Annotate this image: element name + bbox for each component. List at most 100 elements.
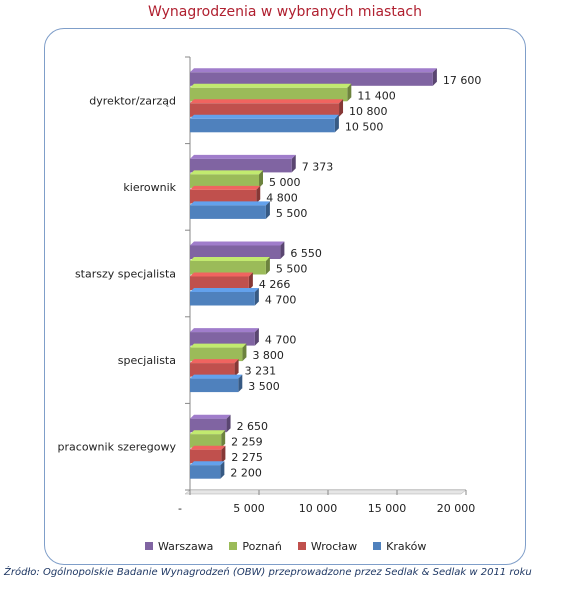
data-label: 3 231 — [245, 365, 277, 378]
bar — [190, 276, 249, 290]
category-label: pracownik szeregowy — [58, 441, 177, 454]
bar-top-face — [190, 343, 247, 348]
chart-frame — [44, 28, 526, 565]
x-tick-label: - — [178, 502, 182, 515]
bar-top-face — [190, 272, 253, 277]
bar-side-face — [254, 288, 259, 306]
legend-label: Wrocław — [310, 539, 358, 553]
category-label: starszy specjalista — [75, 268, 176, 281]
data-label: 5 000 — [269, 176, 301, 189]
bar-side-face — [242, 343, 247, 362]
bar-top-face — [190, 83, 352, 88]
bar — [190, 103, 340, 117]
bar — [190, 72, 433, 86]
legend-item: Poznań — [229, 539, 282, 553]
category-label: specjalista — [118, 354, 176, 367]
bar — [190, 118, 335, 133]
data-label: 6 550 — [290, 247, 322, 260]
data-label: 7 373 — [302, 160, 334, 173]
data-label: 5 500 — [276, 263, 308, 276]
bar — [190, 158, 292, 173]
bar-top-face — [190, 461, 225, 466]
axis-floor — [184, 489, 467, 495]
data-label: 17 600 — [443, 74, 482, 87]
category-label: kierownik — [123, 181, 176, 194]
bar — [190, 363, 235, 377]
bar — [190, 87, 348, 102]
bar-side-face — [226, 414, 231, 433]
bar — [190, 418, 227, 433]
legend-swatch — [229, 542, 238, 550]
data-label: 2 650 — [237, 420, 269, 433]
bar-top-face — [190, 257, 270, 261]
bar — [190, 174, 259, 188]
bar — [190, 449, 222, 464]
bar — [190, 378, 239, 393]
bar-top-face — [190, 201, 270, 206]
chart-bars — [190, 68, 437, 479]
bar — [190, 261, 266, 275]
data-label: 3 500 — [248, 380, 279, 393]
chart-legend: Warszawa Poznań Wrocław Kraków — [145, 538, 426, 554]
bar-side-face — [254, 328, 259, 346]
bar-side-face — [265, 201, 270, 219]
bar-top-face — [190, 374, 243, 379]
category-label: dyrektor/zarząd — [89, 94, 176, 107]
bar — [190, 347, 243, 362]
data-label: 2 259 — [231, 436, 263, 449]
bar-top-face — [190, 328, 259, 333]
bar-side-face — [259, 170, 263, 188]
legend-label: Kraków — [386, 539, 427, 553]
bar-top-face — [190, 185, 261, 190]
bar-side-face — [334, 114, 339, 133]
legend-item: Kraków — [373, 540, 426, 553]
bar-side-face — [432, 68, 437, 86]
bar-side-face — [248, 272, 253, 290]
bar-side-face — [256, 185, 261, 204]
data-label: 4 800 — [266, 191, 298, 204]
x-tick-label: 5 000 — [233, 502, 265, 515]
legend-swatch — [145, 542, 153, 550]
source-note: Źródło: Ogólnopolskie Badanie Wynagrodze… — [4, 567, 532, 578]
legend-label: Warszawa — [158, 539, 214, 553]
data-label: 4 700 — [265, 294, 297, 307]
data-label: 10 800 — [349, 105, 388, 118]
legend-item: Wrocław — [297, 539, 358, 553]
bar-top-face — [190, 241, 285, 246]
bar — [190, 292, 255, 306]
bar-top-face — [190, 288, 259, 292]
bar-side-face — [291, 154, 296, 173]
data-label: 10 500 — [345, 120, 384, 133]
chart-axes: - 5 000 10 000 15 000 20 000 dyrektor/zarząd k… — [58, 56, 476, 515]
x-tick-label: 10 000 — [299, 502, 338, 515]
data-label: 11 400 — [357, 89, 396, 102]
bar-top-face — [190, 114, 339, 119]
x-tick-label: 15 000 — [368, 502, 407, 515]
x-tick-label: 20 000 — [437, 502, 476, 515]
chart-title: Wynagrodzenia w wybranych miastach — [148, 4, 422, 20]
data-label: 4 266 — [259, 278, 291, 291]
bar-top-face — [190, 68, 437, 73]
legend-label: Poznań — [242, 539, 282, 553]
bar-top-face — [190, 359, 239, 364]
legend-item: Warszawa — [145, 540, 213, 553]
bar — [190, 332, 255, 346]
data-label: 4 700 — [265, 334, 297, 347]
bar-top-face — [190, 99, 344, 104]
data-label: 5 500 — [276, 207, 308, 220]
bar-top-face — [190, 445, 226, 450]
data-label: 2 200 — [230, 467, 261, 480]
bar-side-face — [221, 445, 226, 464]
bar-side-face — [280, 241, 285, 259]
bar-side-face — [265, 257, 270, 275]
bar — [190, 434, 222, 448]
bar-top-face — [190, 170, 263, 175]
bar — [190, 245, 281, 259]
bar-side-face — [339, 99, 344, 117]
bar — [190, 189, 257, 204]
bar-side-face — [347, 83, 352, 102]
legend-swatch — [373, 542, 382, 550]
bar-top-face — [190, 154, 296, 159]
